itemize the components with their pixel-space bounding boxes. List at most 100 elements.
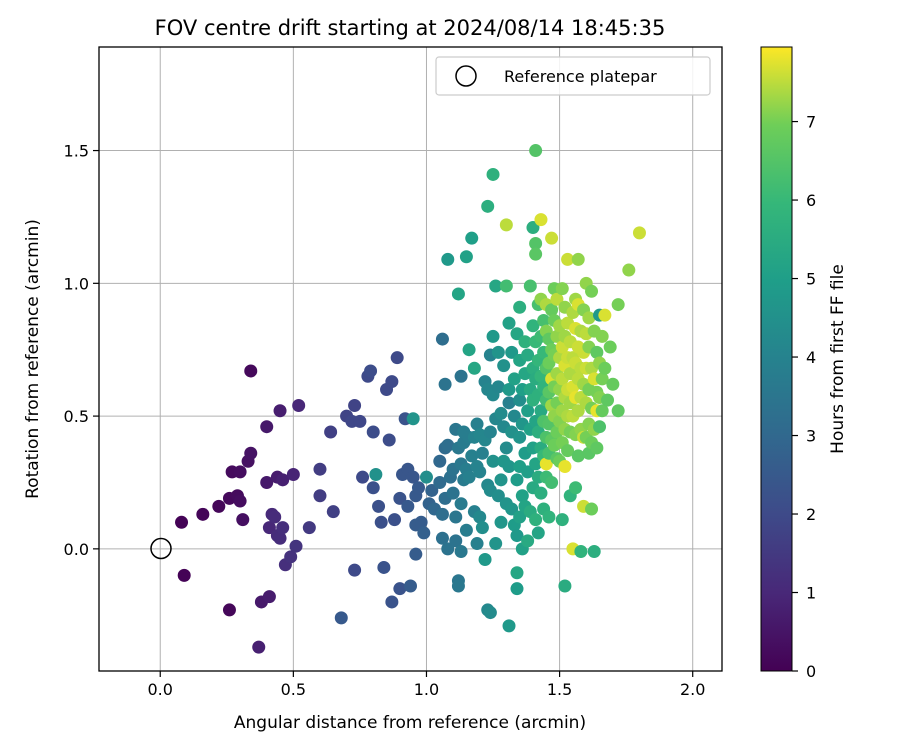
data-point bbox=[473, 510, 487, 524]
legend-box bbox=[435, 56, 711, 96]
data-point bbox=[252, 640, 266, 654]
data-point bbox=[313, 462, 327, 476]
data-point bbox=[419, 470, 433, 484]
data-point bbox=[534, 404, 548, 418]
data-point bbox=[590, 345, 604, 359]
data-point bbox=[598, 361, 612, 375]
data-point bbox=[302, 521, 316, 535]
data-point bbox=[531, 526, 545, 540]
data-point bbox=[598, 308, 612, 322]
data-point bbox=[441, 252, 455, 266]
data-point bbox=[369, 468, 383, 482]
data-point bbox=[465, 231, 479, 245]
data-point bbox=[587, 545, 601, 559]
data-point bbox=[441, 542, 455, 556]
data-point bbox=[526, 221, 540, 235]
data-point bbox=[483, 425, 497, 439]
data-point bbox=[611, 298, 625, 312]
data-point bbox=[446, 486, 460, 500]
data-point bbox=[558, 579, 572, 593]
data-point bbox=[521, 404, 535, 418]
data-point bbox=[518, 335, 532, 349]
data-point bbox=[289, 539, 303, 553]
data-point bbox=[467, 361, 481, 375]
data-point bbox=[491, 345, 505, 359]
data-point bbox=[489, 537, 503, 551]
data-point bbox=[561, 252, 575, 266]
grid-lines bbox=[99, 47, 722, 671]
x-tick-label: 0.0 bbox=[148, 680, 173, 699]
colorbar-tick-label: 3 bbox=[806, 427, 816, 446]
data-point bbox=[382, 433, 396, 447]
data-point bbox=[462, 343, 476, 357]
data-point bbox=[545, 303, 559, 317]
colorbar-tick-label: 1 bbox=[806, 584, 816, 603]
data-point bbox=[286, 468, 300, 482]
data-point bbox=[494, 515, 508, 529]
data-point bbox=[555, 513, 569, 527]
data-point bbox=[483, 606, 497, 620]
data-point bbox=[454, 369, 468, 383]
data-point bbox=[510, 473, 524, 487]
data-point bbox=[507, 372, 521, 386]
data-point bbox=[510, 566, 524, 580]
data-point bbox=[526, 319, 540, 333]
x-tick-label: 2.0 bbox=[680, 680, 705, 699]
reference-platepar-marker bbox=[150, 537, 172, 560]
data-point bbox=[268, 510, 282, 524]
data-point bbox=[425, 483, 439, 497]
data-point bbox=[377, 560, 391, 574]
data-point bbox=[595, 329, 609, 343]
data-point bbox=[385, 375, 399, 389]
y-tick-label: 1.0 bbox=[64, 274, 89, 293]
data-point bbox=[451, 579, 465, 593]
data-point bbox=[388, 513, 402, 527]
data-point bbox=[486, 167, 500, 181]
y-tick-label: 1.5 bbox=[64, 142, 89, 161]
data-point bbox=[529, 144, 543, 158]
colorbar-tick-label: 0 bbox=[806, 662, 816, 681]
data-point bbox=[406, 470, 420, 484]
colorbar-tick-label: 7 bbox=[806, 113, 816, 132]
data-point bbox=[558, 460, 572, 474]
colorbar-ticks: 0 1 2 3 4 5 6 7 bbox=[792, 113, 816, 681]
data-point bbox=[513, 430, 527, 444]
data-point bbox=[273, 531, 287, 545]
data-point bbox=[537, 313, 551, 327]
data-point bbox=[284, 550, 298, 564]
data-point bbox=[454, 497, 468, 511]
data-point bbox=[222, 603, 236, 617]
data-point bbox=[529, 513, 543, 527]
colorbar-tick-label: 6 bbox=[806, 191, 816, 210]
data-point bbox=[276, 521, 290, 535]
data-point bbox=[585, 502, 599, 516]
data-point bbox=[542, 510, 556, 524]
data-point bbox=[374, 515, 388, 529]
data-point bbox=[435, 531, 449, 545]
data-point bbox=[260, 420, 274, 434]
data-point bbox=[212, 499, 226, 513]
colorbar-tick-label: 4 bbox=[806, 348, 816, 367]
data-point bbox=[515, 489, 529, 503]
data-point bbox=[353, 414, 367, 428]
data-point bbox=[595, 404, 609, 418]
data-point bbox=[489, 279, 503, 293]
data-point bbox=[409, 547, 423, 561]
data-point bbox=[486, 329, 500, 343]
data-point bbox=[326, 505, 340, 519]
data-point bbox=[585, 284, 599, 298]
data-point bbox=[611, 404, 625, 418]
data-point bbox=[273, 404, 287, 418]
data-point bbox=[494, 406, 508, 420]
data-point bbox=[334, 611, 348, 625]
data-point bbox=[324, 425, 338, 439]
data-point bbox=[470, 537, 484, 551]
data-point bbox=[499, 441, 513, 455]
x-tick-label: 0.5 bbox=[281, 680, 306, 699]
data-point bbox=[502, 619, 516, 633]
data-point bbox=[481, 199, 495, 213]
data-point bbox=[262, 590, 276, 604]
colorbar-tick-label: 5 bbox=[806, 270, 816, 289]
data-point bbox=[470, 417, 484, 431]
data-point bbox=[385, 595, 399, 609]
